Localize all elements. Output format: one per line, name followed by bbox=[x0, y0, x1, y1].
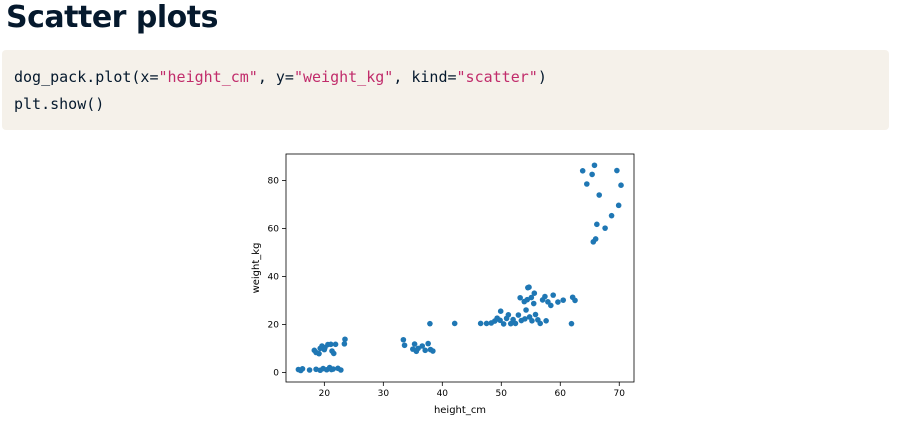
scatter-point bbox=[589, 171, 595, 178]
x-tick-label: 60 bbox=[555, 389, 567, 399]
y-axis-label: weight_kg bbox=[251, 243, 262, 294]
code-block: dog_pack.plot(x="height_cm", y="weight_k… bbox=[2, 50, 889, 130]
code-line-2: plt.show() bbox=[14, 95, 105, 113]
scatter-point bbox=[332, 341, 339, 348]
scatter-point bbox=[584, 181, 590, 187]
x-tick-label: 50 bbox=[496, 389, 508, 399]
scatter-point bbox=[592, 236, 599, 242]
scatter-point bbox=[579, 168, 586, 174]
scatter-point bbox=[477, 320, 484, 327]
scatter-point bbox=[537, 320, 544, 327]
code-line-1: dog_pack.plot(x="height_cm", y="weight_k… bbox=[14, 64, 889, 91]
scatter-point bbox=[425, 340, 431, 347]
scatter-point bbox=[497, 317, 503, 324]
scatter-point bbox=[299, 366, 306, 372]
code-token: , kind= bbox=[393, 68, 457, 86]
scatter-point bbox=[572, 297, 578, 304]
scatter-point bbox=[507, 320, 514, 327]
scatter-point bbox=[530, 300, 537, 307]
scatter-point bbox=[497, 308, 504, 314]
code-token: ) bbox=[537, 68, 547, 86]
plot-layer: 20 30 40 50 60 70 0 20 40 60 80 bbox=[268, 153, 635, 399]
scatter-point bbox=[548, 302, 554, 309]
scatter-point bbox=[529, 318, 535, 324]
scatter-point bbox=[550, 292, 556, 298]
scatter-point bbox=[618, 182, 624, 188]
scatter-point bbox=[342, 336, 348, 343]
scatter-point bbox=[543, 318, 549, 324]
x-axis-label: height_cm bbox=[434, 405, 486, 416]
scatter-point bbox=[328, 366, 335, 373]
scatter-point bbox=[400, 336, 407, 343]
scatter-point bbox=[411, 341, 418, 347]
scatter-point bbox=[316, 350, 322, 357]
scatter-point bbox=[517, 294, 523, 301]
scatter-point bbox=[422, 347, 428, 354]
scatter-point bbox=[615, 202, 622, 209]
slide-title: Scatter plots bbox=[6, 0, 218, 35]
scatter-point bbox=[328, 341, 334, 348]
scatter-point bbox=[523, 307, 529, 313]
scatter-point bbox=[524, 296, 531, 303]
scatter-point bbox=[483, 320, 490, 327]
scatter-point bbox=[512, 320, 519, 327]
scatter-point bbox=[419, 343, 426, 349]
scatter-point bbox=[555, 299, 561, 305]
scatter-point bbox=[522, 316, 528, 322]
scatter-point bbox=[542, 293, 548, 300]
scatter-point bbox=[500, 321, 507, 327]
scatter-point bbox=[526, 284, 532, 290]
x-tick-label: 30 bbox=[378, 389, 390, 399]
y-tick-label: 80 bbox=[268, 176, 280, 186]
scatter-point bbox=[338, 367, 344, 373]
scatter-point bbox=[531, 290, 538, 296]
scatter-point bbox=[451, 320, 458, 327]
scatter-point bbox=[515, 312, 522, 318]
scatter-chart: 20 30 40 50 60 70 0 20 40 60 80 height_cm weight_k… bbox=[251, 153, 635, 416]
scatter-point bbox=[427, 320, 433, 327]
scatter-point bbox=[614, 167, 620, 174]
scatter-point bbox=[341, 341, 348, 347]
scatter-point bbox=[560, 297, 567, 303]
scatter-point bbox=[568, 320, 575, 327]
code-token: , y= bbox=[257, 68, 294, 86]
scatter-point bbox=[594, 221, 600, 228]
y-tick-label: 0 bbox=[273, 368, 279, 378]
scatter-point bbox=[430, 348, 436, 354]
scatter-point bbox=[591, 162, 598, 169]
code-string-token: "scatter" bbox=[456, 68, 538, 86]
scatter-point bbox=[602, 225, 608, 231]
y-tick-label: 20 bbox=[268, 320, 280, 330]
y-tick-label: 60 bbox=[268, 224, 280, 234]
scatter-point bbox=[330, 350, 337, 357]
x-tick-label: 40 bbox=[437, 389, 449, 399]
x-tick-label: 20 bbox=[319, 389, 331, 399]
code-string-token: "height_cm" bbox=[158, 68, 258, 86]
x-tick-label: 70 bbox=[614, 389, 626, 399]
scatter-point bbox=[505, 312, 512, 318]
y-tick-label: 40 bbox=[268, 272, 280, 282]
scatter-point bbox=[401, 342, 408, 349]
code-token: dog_pack.plot(x= bbox=[14, 68, 159, 86]
scatter-point bbox=[608, 212, 615, 219]
scatter-point bbox=[415, 345, 421, 352]
scatter-point bbox=[532, 311, 539, 318]
plot-frame bbox=[285, 153, 635, 383]
scatter-point bbox=[596, 192, 602, 198]
scatter-point bbox=[321, 346, 328, 353]
code-string-token: "weight_kg" bbox=[293, 68, 394, 86]
scatter-point bbox=[306, 367, 313, 373]
scatter-point bbox=[528, 294, 535, 301]
